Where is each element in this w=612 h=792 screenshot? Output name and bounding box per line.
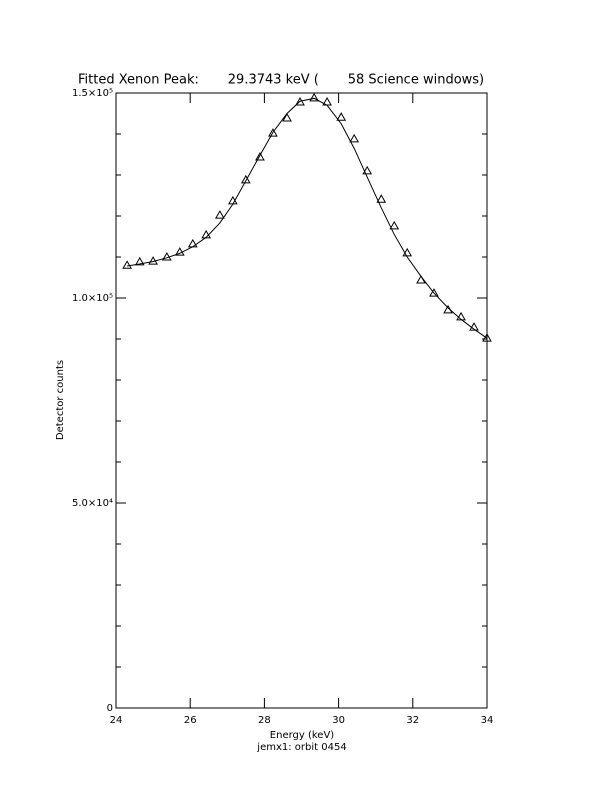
plot-frame bbox=[115, 92, 488, 709]
data-point bbox=[389, 220, 400, 230]
chart-title: Fitted Xenon Peak: 29.3743 keV ( 58 Scie… bbox=[78, 73, 484, 88]
data-point bbox=[309, 92, 319, 102]
data-point bbox=[482, 333, 492, 342]
y-tick-label: 0 bbox=[107, 703, 113, 714]
x-tick-label: 34 bbox=[481, 715, 494, 726]
x-tick-label: 30 bbox=[332, 715, 345, 726]
x-axis-label: Energy (keV) bbox=[270, 730, 335, 741]
data-point bbox=[443, 304, 453, 314]
data-point bbox=[255, 151, 265, 161]
data-point bbox=[282, 113, 292, 122]
data-point bbox=[362, 165, 373, 175]
data-point bbox=[122, 260, 132, 269]
fit-line bbox=[127, 97, 488, 339]
x-tick-label: 28 bbox=[258, 715, 271, 726]
y-tick-label: 1.5×10⁵ bbox=[72, 88, 113, 99]
y-axis-label: Detector counts bbox=[55, 360, 66, 440]
data-point bbox=[240, 174, 251, 184]
data-point bbox=[134, 256, 145, 266]
data-point bbox=[336, 112, 347, 121]
data-point bbox=[215, 210, 225, 219]
data-point bbox=[295, 97, 305, 106]
x-tick-label: 26 bbox=[184, 715, 197, 726]
subtitle: jemx1: orbit 0454 bbox=[256, 742, 346, 753]
data-point bbox=[402, 247, 413, 257]
data-point bbox=[429, 288, 439, 297]
y-tick-label: 5.0×10⁴ bbox=[72, 498, 113, 509]
y-tick-label: 1.0×10⁵ bbox=[72, 293, 113, 304]
data-point bbox=[268, 128, 278, 137]
data-point bbox=[187, 238, 198, 248]
x-tick-label: 24 bbox=[110, 715, 123, 726]
data-point bbox=[376, 194, 387, 203]
data-point bbox=[349, 133, 360, 143]
x-tick-label: 32 bbox=[406, 715, 419, 726]
data-point bbox=[469, 322, 479, 331]
data-point bbox=[161, 251, 172, 261]
data-point bbox=[174, 247, 185, 256]
data-point bbox=[228, 195, 238, 205]
